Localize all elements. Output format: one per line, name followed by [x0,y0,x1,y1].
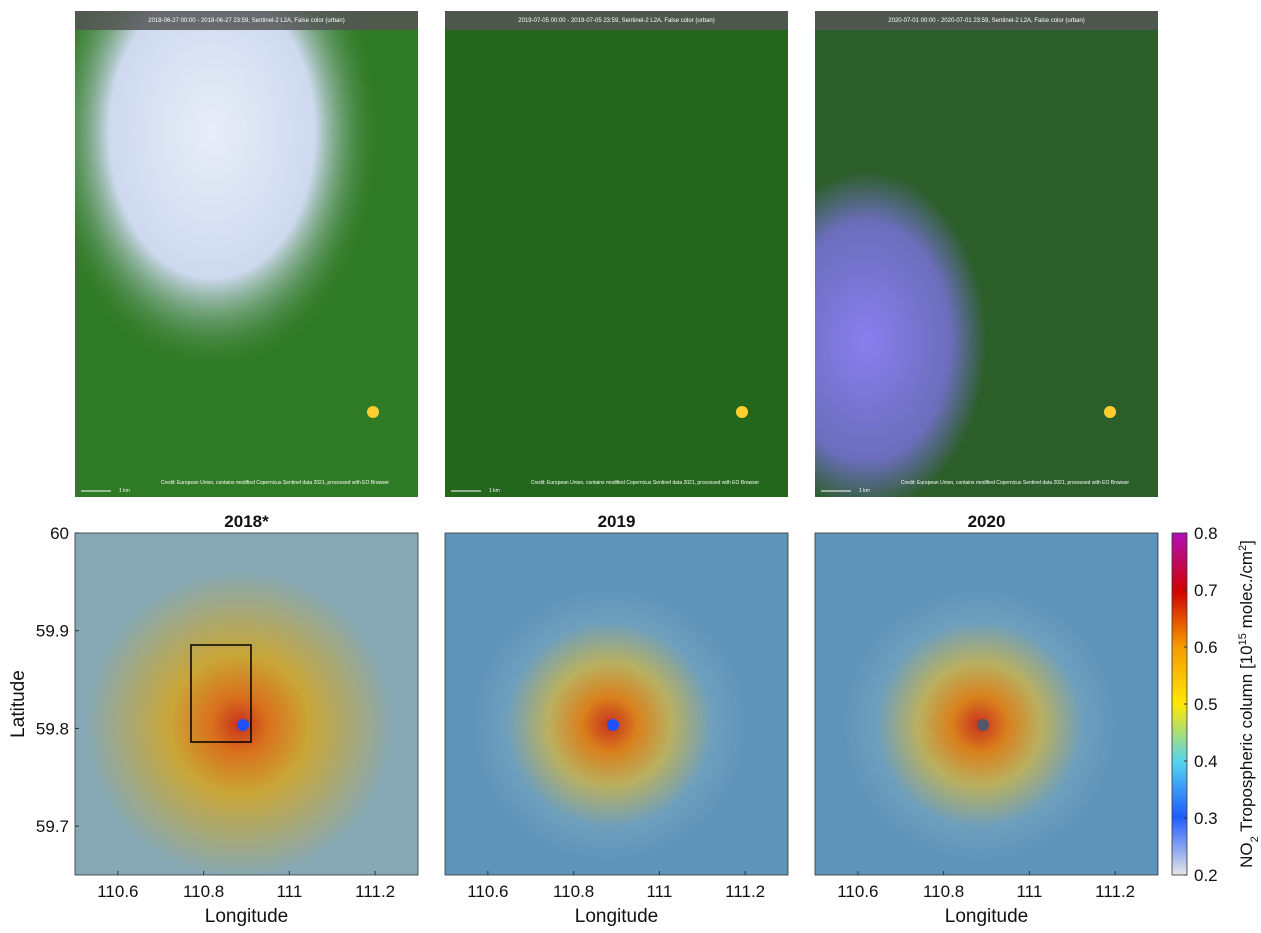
panel-title: 2018* [224,512,269,531]
x-tick-label: 110.6 [97,882,138,901]
facility-marker [237,719,249,731]
figure: NO2 Tropospheric column [1015 molec./cm2… [0,0,1261,928]
y-tick-label: 59.7 [36,817,69,836]
x-tick-label: 111 [646,882,672,901]
no2-map [815,533,1158,875]
x-tick-label: 111.2 [1095,882,1135,901]
image-header: 2018-06-27 00:00 - 2018-06-27 23:59, Sen… [148,18,344,24]
facility-marker [977,719,989,731]
clouds [75,11,418,497]
colorbar-tick-label: 0.6 [1194,638,1218,657]
colorbar-tick-label: 0.4 [1194,752,1218,771]
x-tick-label: 111 [1016,882,1042,901]
y-tick-label: 59.9 [36,622,69,641]
colorbar-label: NO2 Tropospheric column [1015 molec./cm2… [1237,540,1261,868]
image-credit: Credit: European Union, contains modifie… [901,480,1130,486]
scale-label: 1 km [489,488,500,494]
x-tick-label: 110.6 [837,882,878,901]
image-credit: Credit: European Union, contains modifie… [161,480,390,486]
flare [736,406,748,418]
flare [1104,406,1116,418]
no2-map [445,533,788,875]
colorbar-tick-label: 0.8 [1194,524,1218,543]
no2-map [75,533,418,875]
x-tick-label: 110.8 [553,882,594,901]
satellite-image [445,11,788,497]
scale-label: 1 km [859,488,870,494]
flare [367,406,379,418]
x-axis-label: Longitude [205,906,288,927]
image-header: 2019-07-05 00:00 - 2019-07-05 23:59, Sen… [518,18,714,24]
colorbar-label-part: NO [1237,842,1256,868]
x-tick-label: 110.8 [923,882,964,901]
x-tick-label: 111 [276,882,302,901]
colorbar-label-part: molec./cm [1237,551,1256,633]
colorbar-tick-label: 0.2 [1194,866,1218,885]
x-axis-label: Longitude [945,906,1028,927]
x-tick-label: 111.2 [725,882,765,901]
colorbar-tick-label: 0.5 [1194,695,1218,714]
colorbar-label-part: ] [1237,540,1256,545]
y-tick-label: 60 [50,524,69,543]
image-credit: Credit: European Union, contains modifie… [531,480,760,486]
y-tick-label: 59.8 [36,719,69,738]
image-header: 2020-07-01 00:00 - 2020-07-01 23:59, Sen… [888,18,1084,24]
panel-title: 2020 [968,512,1006,531]
scale-label: 1 km [119,488,130,494]
colorbar-tick-label: 0.3 [1194,809,1218,828]
colorbar-tick-label: 0.7 [1194,581,1218,600]
y-axis-label: Latitude [8,670,29,738]
smoke-plume [815,11,1158,497]
panel-title: 2019 [598,512,636,531]
colorbar-label-part: Tropospheric column [10 [1237,645,1256,836]
x-tick-label: 110.6 [467,882,508,901]
colorbar-label-part: 15 [1237,633,1249,645]
x-axis-label: Longitude [575,906,658,927]
x-tick-label: 111.2 [355,882,395,901]
facility-marker [607,719,619,731]
x-tick-label: 110.8 [183,882,224,901]
